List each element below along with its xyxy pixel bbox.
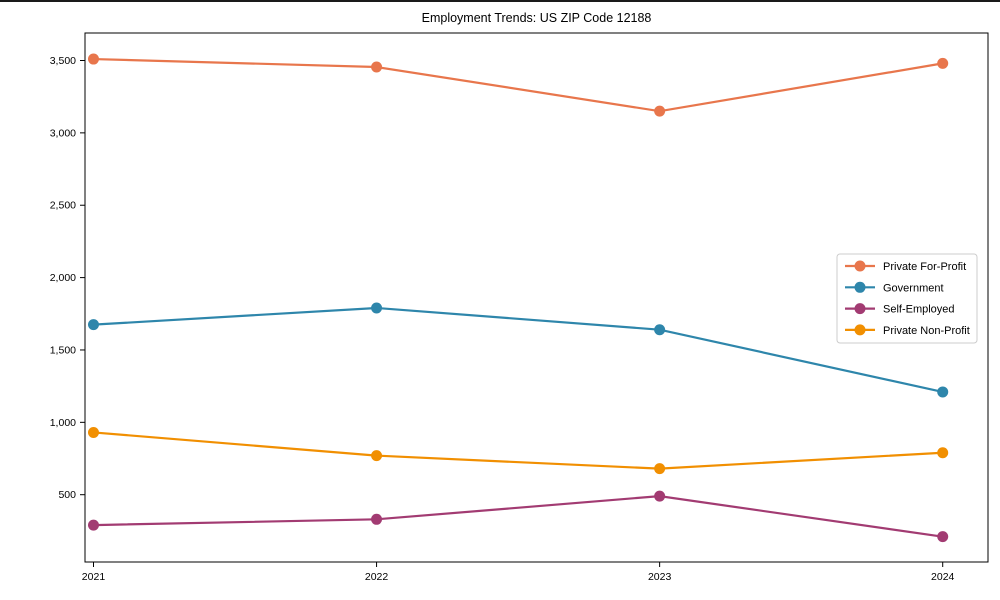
- legend-marker: [854, 260, 866, 272]
- x-axis-tick-label: 2021: [82, 571, 106, 583]
- data-point-marker: [87, 319, 99, 331]
- data-point-marker: [937, 57, 949, 69]
- data-point-marker: [87, 519, 99, 531]
- y-axis-tick-label: 3,500: [50, 55, 76, 67]
- legend-marker: [854, 324, 866, 336]
- legend-box: [836, 253, 978, 344]
- legend-label: Private For-Profit: [883, 261, 966, 273]
- legend-label: Government: [883, 282, 944, 294]
- legend-label: Self-Employed: [883, 304, 955, 316]
- y-axis-tick-label: 1,500: [50, 344, 76, 356]
- series-line: [93, 431, 943, 470]
- data-point-marker: [654, 105, 666, 117]
- legend-marker: [854, 281, 866, 293]
- legend-label: Private Non-Profit: [883, 325, 970, 337]
- legend-entry: Government: [845, 281, 944, 294]
- series-line: [93, 57, 943, 113]
- legend-entry: Self-Employed: [845, 303, 955, 316]
- y-axis-tick-label: 2,000: [50, 272, 76, 284]
- y-axis-tick-label: 3,000: [50, 127, 76, 139]
- legend-marker: [854, 303, 866, 315]
- legend-entry: Private Non-Profit: [845, 324, 970, 337]
- data-point-marker: [654, 490, 666, 502]
- y-axis-tick-label: 2,500: [50, 200, 76, 212]
- y-axis-tick-label: 1,000: [50, 417, 76, 429]
- data-point-marker: [937, 531, 949, 543]
- data-point-marker: [937, 386, 949, 398]
- data-point-marker: [654, 463, 666, 475]
- data-point-marker: [87, 426, 99, 438]
- data-point-marker: [87, 53, 99, 65]
- x-axis-tick-label: 2023: [648, 571, 672, 583]
- window-top-edge: [0, 0, 1000, 2]
- chart-title: Employment Trends: US ZIP Code 12188: [421, 11, 652, 25]
- legend-entry: Private For-Profit: [845, 260, 966, 273]
- data-point-marker: [654, 324, 666, 336]
- y-axis-tick-label: 500: [58, 489, 76, 501]
- data-point-marker: [371, 302, 383, 314]
- x-axis-tick-label: 2022: [365, 571, 389, 583]
- series-line: [93, 495, 943, 538]
- data-point-marker: [937, 447, 949, 459]
- data-point-marker: [371, 450, 383, 462]
- x-axis-tick-label: 2024: [931, 571, 955, 583]
- data-point-marker: [371, 61, 383, 73]
- legend: Private For-Profit Government Self-Employe…: [836, 253, 978, 344]
- data-point-marker: [371, 513, 383, 525]
- series-line: [93, 306, 943, 394]
